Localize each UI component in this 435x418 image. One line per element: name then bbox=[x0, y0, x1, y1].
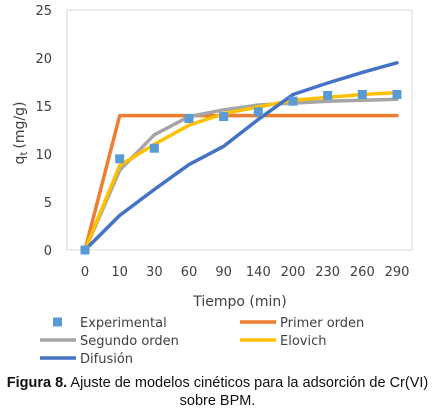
data-point-experimental bbox=[357, 89, 367, 99]
y-tick-label: 15 bbox=[35, 100, 52, 115]
caption-label: Figura 8. bbox=[6, 375, 68, 391]
x-axis-title: Tiempo (min) bbox=[192, 294, 287, 310]
caption-text: Ajuste de modelos cinéticos para la adso… bbox=[67, 375, 429, 409]
x-tick-label: 290 bbox=[385, 265, 410, 280]
plot-area bbox=[66, 9, 413, 251]
y-axis-title-unit: (mg/g) bbox=[12, 102, 28, 149]
series-line-elovich bbox=[83, 90, 399, 252]
legend-label-segundo-orden: Segundo orden bbox=[80, 334, 179, 349]
x-tick-label: 30 bbox=[146, 265, 163, 280]
x-tick-label: 0 bbox=[81, 265, 89, 280]
legend: Experimental Primer orden Segundo orden Elo… bbox=[40, 316, 364, 367]
y-tick-label: 0 bbox=[44, 244, 52, 259]
legend-label-experimental: Experimental bbox=[80, 316, 167, 331]
series-line-difusion bbox=[83, 61, 399, 252]
data-point-experimental bbox=[80, 245, 90, 255]
data-point-experimental bbox=[184, 113, 194, 123]
x-tick-label: 90 bbox=[215, 265, 232, 280]
y-tick-label: 5 bbox=[44, 196, 52, 211]
data-point-experimental bbox=[392, 89, 402, 99]
data-point-experimental bbox=[115, 154, 125, 164]
x-axis-ticks: 0 10 30 60 90 140 200 230 260 290 bbox=[81, 265, 410, 280]
data-point-experimental bbox=[219, 112, 229, 122]
y-axis-ticks: 0 5 10 15 20 25 bbox=[35, 4, 52, 259]
figure-caption: Figura 8. Ajuste de modelos cinéticos pa… bbox=[0, 374, 435, 410]
y-axis-title-subscript: t bbox=[19, 152, 30, 156]
legend-label-difusion: Difusión bbox=[80, 352, 133, 367]
y-tick-label: 25 bbox=[35, 4, 52, 19]
series-line-segundo-orden bbox=[83, 97, 399, 252]
data-point-experimental bbox=[253, 107, 263, 117]
legend-marker-experimental bbox=[53, 317, 62, 327]
legend-label-elovich: Elovich bbox=[280, 334, 326, 349]
data-point-experimental bbox=[288, 96, 298, 106]
series-line-primer-orden bbox=[83, 113, 399, 252]
legend-label-primer-orden: Primer orden bbox=[280, 316, 364, 331]
y-axis-title: qt (mg/g) bbox=[12, 102, 30, 165]
y-axis-title-symbol: q bbox=[12, 156, 28, 165]
series-layer bbox=[80, 61, 402, 255]
x-tick-label: 140 bbox=[246, 265, 271, 280]
x-tick-label: 60 bbox=[181, 265, 198, 280]
x-tick-label: 260 bbox=[350, 265, 375, 280]
y-tick-label: 20 bbox=[35, 52, 52, 67]
x-tick-label: 200 bbox=[281, 265, 306, 280]
x-tick-label: 230 bbox=[315, 265, 340, 280]
y-tick-label: 10 bbox=[35, 148, 52, 163]
data-point-experimental bbox=[323, 90, 333, 100]
x-tick-label: 10 bbox=[111, 265, 128, 280]
data-point-experimental bbox=[149, 143, 159, 153]
